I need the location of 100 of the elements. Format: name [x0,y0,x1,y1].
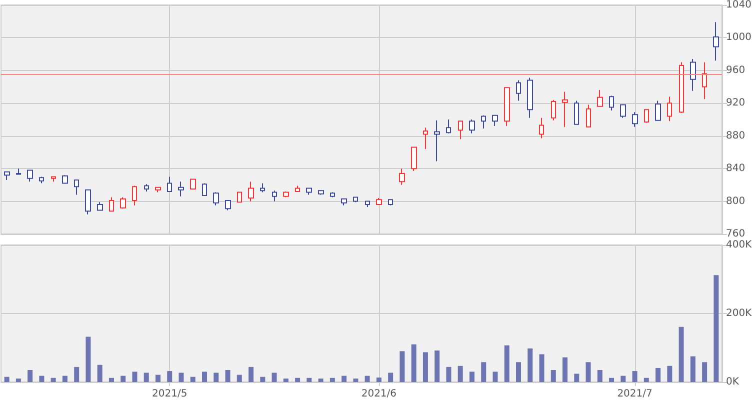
candlestick [376,198,382,206]
candlestick [481,114,486,129]
candlestick [679,62,684,114]
bar [678,326,684,382]
bar [202,372,208,382]
bar [586,362,591,382]
bar [597,370,602,382]
bar [481,362,486,382]
candlestick [365,200,370,208]
candlestick [399,168,405,186]
candlestick [248,181,254,202]
bar [225,370,230,382]
bar [434,350,440,382]
bar [144,372,149,382]
bar [690,356,696,382]
candlestick [539,117,544,139]
bar [190,376,196,382]
candlestick [27,170,33,182]
bar [562,357,568,382]
candlestick [458,120,463,140]
candlestick [202,182,207,196]
bar [28,370,33,382]
bar [178,372,184,382]
y-tick-label: 400K [726,240,752,250]
candlestick [213,192,219,206]
candlestick [341,198,347,206]
candlestick [713,22,719,62]
candlestick [446,119,451,134]
bar [714,275,719,382]
candlestick [469,119,475,134]
x-tick-label: 2021/6 [361,388,397,400]
candlestick [667,96,672,122]
candlestick [504,87,510,127]
bar [504,345,510,382]
candlestick [62,174,68,184]
candlestick [690,58,696,92]
bar [74,366,80,382]
candlestick [272,190,277,202]
candlestick [4,171,10,181]
bar [632,371,638,382]
bar [574,374,580,382]
candlestick [562,91,568,128]
bar [132,372,138,382]
bar [283,378,288,382]
candlestick [644,109,649,124]
y-tick-label: 960 [726,64,746,76]
bar [550,370,556,382]
bar [260,376,266,382]
bar [155,374,160,382]
candlestick [411,146,417,172]
bar [295,378,300,382]
y-tick-label: 0K [726,376,740,388]
bar [492,372,498,382]
y-tick-label: 880 [726,130,746,142]
bar [539,354,544,382]
bar [411,344,416,382]
candlestick [295,185,300,192]
candlestick [609,95,614,112]
bar [353,378,358,382]
bar [620,376,626,382]
candlestick [516,80,521,102]
candlestick [388,199,393,206]
bar [516,362,521,382]
candlestick [318,190,324,196]
candlestick [132,185,137,206]
bar [50,378,56,382]
candlestick [492,114,498,127]
candlestick [237,192,242,203]
bar [656,368,661,382]
candlestick [353,196,358,203]
candlestick [178,181,184,197]
bar [667,366,672,382]
bar [702,362,708,382]
bar [609,378,614,382]
bar [342,376,347,382]
candlestick [702,62,707,100]
bar [16,378,21,382]
y-tick-label: 200K [726,308,752,319]
bar [422,352,428,382]
candlestick [39,176,44,184]
candlestick [51,176,56,182]
bar [97,364,102,382]
candlestick [434,120,440,162]
candlestick [574,100,579,125]
y-tick-label: 1040 [726,0,752,10]
candlestick [306,188,312,196]
candlestick [190,178,196,190]
bar [306,378,312,382]
candlestick [423,127,428,150]
bar [458,366,463,382]
bar [364,376,370,382]
bar [446,366,452,382]
candlestick [586,104,591,128]
candlestick [97,202,103,211]
bar [272,372,277,382]
candlestick [85,189,91,215]
bar [86,336,91,382]
y-tick-label: 920 [726,98,746,109]
candlestick [260,182,265,193]
candlestick [551,99,556,121]
